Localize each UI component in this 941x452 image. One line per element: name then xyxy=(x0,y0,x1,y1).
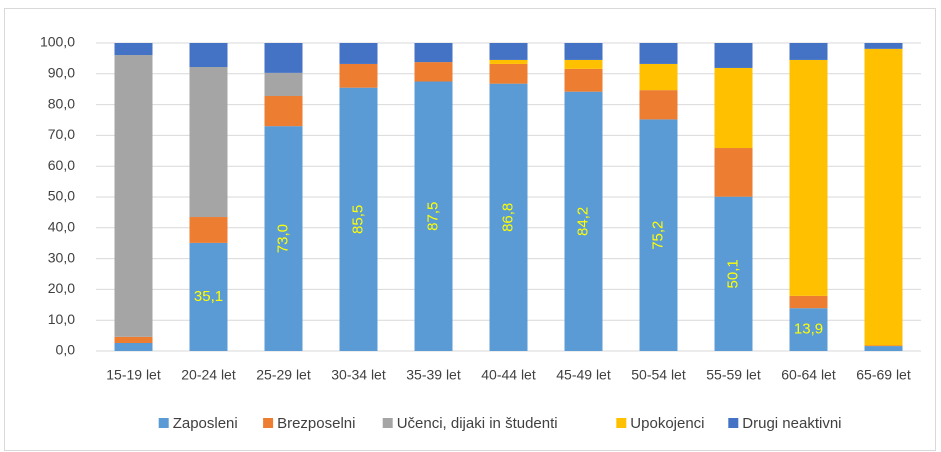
bar-segment xyxy=(264,43,303,73)
bar-segment xyxy=(714,148,753,197)
bar-segment xyxy=(414,62,453,82)
bar-segment xyxy=(189,242,228,351)
x-tick-label: 25-29 let xyxy=(256,367,311,383)
bar-segment xyxy=(639,119,678,351)
y-tick-label: 100,0 xyxy=(40,34,75,50)
data-label: 87,5 xyxy=(424,202,441,231)
y-tick-label: 50,0 xyxy=(48,188,75,204)
bar-segment xyxy=(639,63,678,91)
bar-segment xyxy=(789,59,828,296)
x-tick-label: 55-59 let xyxy=(706,367,761,383)
bar-segment xyxy=(639,90,678,120)
y-tick-label: 10,0 xyxy=(48,311,75,327)
data-label: 13,9 xyxy=(794,321,823,338)
data-label: 75,2 xyxy=(649,221,666,250)
bar-segment xyxy=(714,43,753,68)
bar-segment xyxy=(114,342,153,351)
bar-segment xyxy=(564,91,603,351)
x-tick-label: 45-49 let xyxy=(556,367,611,383)
bar-segment xyxy=(864,43,903,49)
bar-segment xyxy=(189,43,228,68)
data-label: 73,0 xyxy=(274,224,291,253)
y-tick-label: 40,0 xyxy=(48,219,75,235)
x-tick-label: 65-69 let xyxy=(856,367,911,383)
bar-segment xyxy=(789,308,828,351)
bar-segment xyxy=(864,346,903,351)
bar-segment xyxy=(864,48,903,346)
x-tick-label: 20-24 let xyxy=(181,367,236,383)
x-tick-label: 15-19 let xyxy=(106,367,161,383)
bar-segment xyxy=(264,72,303,96)
bar-segment xyxy=(489,43,528,60)
bar-segment xyxy=(564,43,603,60)
legend-label: Zaposleni xyxy=(173,415,238,432)
y-tick-label: 70,0 xyxy=(48,126,75,142)
bar-segment xyxy=(789,43,828,60)
bar-segment xyxy=(714,196,753,351)
y-tick-label: 60,0 xyxy=(48,157,75,173)
legend-label: Učenci, dijaki in študenti xyxy=(397,415,558,432)
bar-segment xyxy=(114,43,153,56)
bar-segment xyxy=(189,217,228,243)
y-tick-label: 90,0 xyxy=(48,65,75,81)
bar-segment xyxy=(489,83,528,351)
legend-swatch xyxy=(616,418,627,428)
y-tick-label: 30,0 xyxy=(48,249,75,265)
data-label: 86,8 xyxy=(499,203,516,232)
bar-segment xyxy=(264,95,303,127)
y-tick-label: 20,0 xyxy=(48,280,75,296)
legend-label: Upokojenci xyxy=(630,415,704,432)
bar-segment xyxy=(114,336,153,343)
bar-segment xyxy=(339,43,378,64)
legend-label: Drugi neaktivni xyxy=(742,415,841,432)
bar-segment xyxy=(489,59,528,64)
bar-segment xyxy=(114,55,153,337)
y-tick-label: 0,0 xyxy=(56,342,76,358)
data-label: 85,5 xyxy=(349,205,366,234)
legend-label: Brezposelni xyxy=(277,415,355,432)
bar-segment xyxy=(189,67,228,218)
data-label: 35,1 xyxy=(194,288,223,305)
chart-border xyxy=(4,8,936,451)
bar-segment xyxy=(789,295,828,309)
bar-segment xyxy=(414,81,453,351)
bar-segment xyxy=(714,67,753,149)
data-label: 84,2 xyxy=(574,207,591,236)
x-tick-label: 35-39 let xyxy=(406,367,461,383)
legend-swatch xyxy=(728,418,739,428)
bar-segment xyxy=(339,63,378,88)
data-label: 50,1 xyxy=(724,259,741,288)
bar-segment xyxy=(339,87,378,351)
bar-segment xyxy=(264,126,303,351)
bar-segment xyxy=(489,63,528,84)
legend-swatch xyxy=(158,418,169,428)
y-tick-label: 80,0 xyxy=(48,95,75,111)
x-tick-label: 40-44 let xyxy=(481,367,536,383)
bar-segment xyxy=(864,345,903,347)
x-tick-label: 60-64 let xyxy=(781,367,836,383)
legend-swatch xyxy=(263,418,274,428)
bar-segment xyxy=(639,43,678,64)
x-tick-label: 30-34 let xyxy=(331,367,386,383)
bar-segment xyxy=(414,43,453,63)
legend-swatch xyxy=(382,418,393,428)
bar-segment xyxy=(564,68,603,92)
bar-segment xyxy=(564,59,603,69)
x-tick-label: 50-54 let xyxy=(631,367,686,383)
